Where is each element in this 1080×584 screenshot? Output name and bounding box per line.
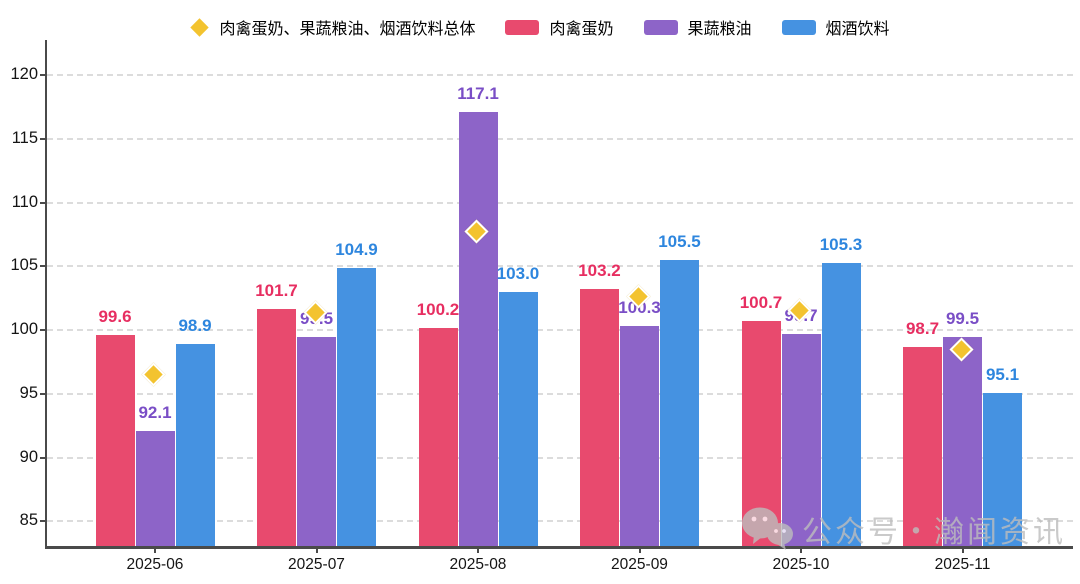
gridline-85: [47, 520, 1073, 523]
bar-烟酒饮料-2025-07: [337, 267, 376, 546]
bar-肉禽蛋奶-2025-08: [418, 327, 458, 546]
bar-肉禽蛋奶-2025-10: [741, 321, 781, 546]
bar-value-label-果蔬粮油-2025-09: 100.3: [618, 298, 661, 318]
bar-value-label-烟酒饮料-2025-07: 104.9: [335, 239, 378, 259]
y-axis-tick: [40, 392, 47, 395]
bar-烟酒饮料-2025-10: [821, 262, 861, 546]
x-axis-tick: [477, 548, 479, 553]
x-axis-tick: [961, 548, 964, 553]
gridline-100: [47, 329, 1073, 332]
y-axis-tick: [40, 201, 47, 204]
bar-肉禽蛋奶-2025-11: [903, 346, 942, 546]
bar-烟酒饮料-2025-06: [175, 344, 215, 546]
bar-value-label-果蔬粮油-2025-11: 99.5: [945, 308, 980, 328]
bar-value-label-烟酒饮料-2025-06: 98.9: [178, 316, 212, 336]
bar-value-label-果蔬粮油-2025-08: 117.1: [457, 84, 499, 104]
x-axis-tick: [154, 548, 156, 553]
gridline-120: [47, 74, 1073, 77]
bar-value-label-肉禽蛋奶-2025-06: 99.6: [98, 307, 132, 327]
y-axis-label: 115: [11, 128, 38, 147]
bar-烟酒饮料-2025-08: [498, 291, 538, 546]
bar-value-label-烟酒饮料-2025-08: 103.0: [496, 263, 540, 283]
gridline-95: [47, 392, 1073, 395]
legend-item-produce: 果蔬粮油: [643, 15, 752, 39]
bar-value-label-烟酒饮料-2025-11: 95.1: [985, 364, 1020, 384]
y-axis-label: 120: [10, 65, 38, 84]
bar-value-label-肉禽蛋奶-2025-09: 103.2: [578, 261, 621, 281]
bar-烟酒饮料-2025-11: [983, 392, 1022, 546]
bar-value-label-果蔬粮油-2025-06: 92.1: [138, 402, 172, 422]
y-axis-tick: [40, 74, 47, 77]
bar-value-label-烟酒饮料-2025-10: 105.3: [819, 234, 863, 254]
x-axis-line: [45, 546, 1073, 549]
bar-烟酒饮料-2025-09: [660, 260, 699, 546]
y-axis-label: 95: [19, 383, 38, 402]
legend-item-total: 肉禽蛋奶、果蔬粮油、烟酒饮料总体: [190, 15, 475, 39]
bar-果蔬粮油-2025-09: [620, 326, 659, 546]
red-swatch-icon: [505, 19, 540, 35]
bar-肉禽蛋奶-2025-07: [257, 308, 296, 546]
y-axis-tick: [40, 329, 47, 332]
x-axis-tick: [638, 548, 641, 553]
legend-item-tobacco: 烟酒饮料: [781, 15, 890, 39]
x-axis-label-2025-08: 2025-08: [449, 556, 507, 573]
bar-value-label-烟酒饮料-2025-09: 105.5: [658, 232, 701, 252]
legend-label-produce: 果蔬粮油: [687, 21, 752, 38]
legend-label-meat: 肉禽蛋奶: [549, 21, 614, 38]
bar-果蔬粮油-2025-07: [297, 336, 336, 546]
y-axis-line: [45, 40, 47, 549]
gridline-115: [47, 137, 1073, 140]
x-axis-tick: [800, 548, 802, 553]
total-diamond-marker-2025-06: [141, 362, 166, 387]
x-axis-tick: [315, 548, 318, 553]
gridline-105: [47, 265, 1073, 268]
purple-swatch-icon: [643, 19, 678, 35]
y-axis-label: 100: [10, 320, 38, 339]
y-axis-tick: [40, 137, 47, 140]
diamond-marker-icon: [190, 17, 210, 37]
x-axis-label-2025-06: 2025-06: [126, 556, 184, 573]
y-axis-tick: [40, 456, 47, 459]
legend-label-tobacco: 烟酒饮料: [825, 21, 890, 38]
legend-label-total: 肉禽蛋奶、果蔬粮油、烟酒饮料总体: [219, 21, 476, 38]
bar-果蔬粮油-2025-10: [781, 334, 821, 546]
blue-swatch-icon: [781, 19, 816, 35]
y-axis-label: 110: [11, 192, 38, 211]
bar-果蔬粮油-2025-11: [943, 336, 982, 546]
legend: 肉禽蛋奶、果蔬粮油、烟酒饮料总体 肉禽蛋奶 果蔬粮油 烟酒饮料: [0, 12, 1080, 42]
y-axis-label: 90: [19, 447, 38, 466]
bar-肉禽蛋奶-2025-06: [95, 335, 135, 546]
x-axis-label-2025-10: 2025-10: [772, 556, 830, 573]
bar-value-label-肉禽蛋奶-2025-08: 100.2: [416, 299, 460, 319]
bar-果蔬粮油-2025-06: [135, 430, 175, 546]
x-axis-label-2025-11: 2025-11: [934, 556, 991, 573]
bar-value-label-肉禽蛋奶-2025-07: 101.7: [255, 280, 298, 300]
y-axis-tick: [40, 265, 47, 268]
gridline-90: [47, 456, 1073, 459]
legend-item-meat: 肉禽蛋奶: [505, 15, 614, 39]
bar-果蔬粮油-2025-08: [458, 112, 498, 546]
y-axis-label: 105: [10, 256, 38, 275]
bar-value-label-肉禽蛋奶-2025-10: 100.7: [739, 293, 783, 313]
x-axis-label-2025-07: 2025-07: [288, 556, 345, 573]
y-axis-tick: [40, 520, 47, 523]
bar-肉禽蛋奶-2025-09: [580, 289, 619, 546]
x-axis-label-2025-09: 2025-09: [611, 556, 668, 573]
bar-value-label-肉禽蛋奶-2025-11: 98.7: [905, 318, 940, 338]
y-axis-label: 85: [19, 511, 38, 530]
gridline-110: [47, 201, 1073, 204]
